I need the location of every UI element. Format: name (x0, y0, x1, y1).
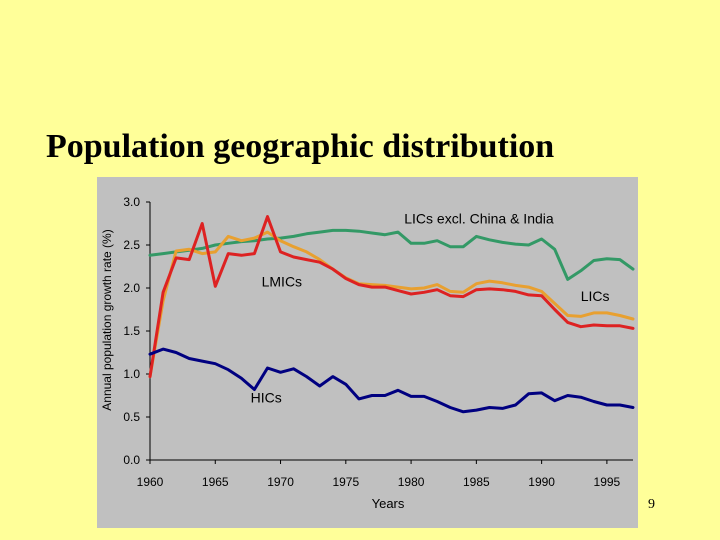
x-tick-label: 1995 (594, 475, 621, 489)
series-line-lmics (148, 230, 635, 379)
chart-tick-labels: 3.0 2.5 2.0 1.5 1.0 0.5 0.0 1960 1965 1970 1975 198… (123, 195, 620, 489)
y-tick-label: 0.5 (123, 410, 140, 424)
slide-title: Population geographic distribution (46, 128, 555, 165)
y-axis-label: Annual population growth rate (%) (100, 229, 114, 410)
series-line-hics (148, 347, 635, 414)
page-number: 9 (648, 497, 655, 512)
x-tick-label: 1965 (202, 475, 229, 489)
series-line-lics-excl-china-india (148, 228, 635, 281)
x-tick-label: 1980 (398, 475, 425, 489)
y-tick-label: 2.5 (123, 238, 140, 252)
x-tick-label: 1970 (267, 475, 294, 489)
x-tick-label: 1985 (463, 475, 490, 489)
y-tick-label: 2.0 (123, 281, 140, 295)
x-tick-label: 1990 (528, 475, 555, 489)
series-annotation: LICs excl. China & India (404, 211, 554, 227)
series-annotation: LICs (581, 288, 610, 304)
chart-series (148, 215, 635, 414)
y-tick-label: 1.0 (123, 367, 140, 381)
series-line-lics (148, 215, 635, 379)
chart-container (97, 177, 638, 528)
x-axis-label: Years (372, 496, 405, 511)
chart-annotations: LICs excl. China & India LMICs LICs HICs (251, 211, 610, 406)
chart-axes (146, 201, 633, 464)
x-tick-label: 1960 (137, 475, 164, 489)
y-tick-label: 1.5 (123, 324, 140, 338)
x-tick-label: 1975 (332, 475, 359, 489)
series-annotation: HICs (251, 389, 282, 405)
y-tick-label: 0.0 (123, 453, 140, 467)
series-annotation: LMICs (262, 273, 302, 289)
y-tick-label: 3.0 (123, 195, 140, 209)
